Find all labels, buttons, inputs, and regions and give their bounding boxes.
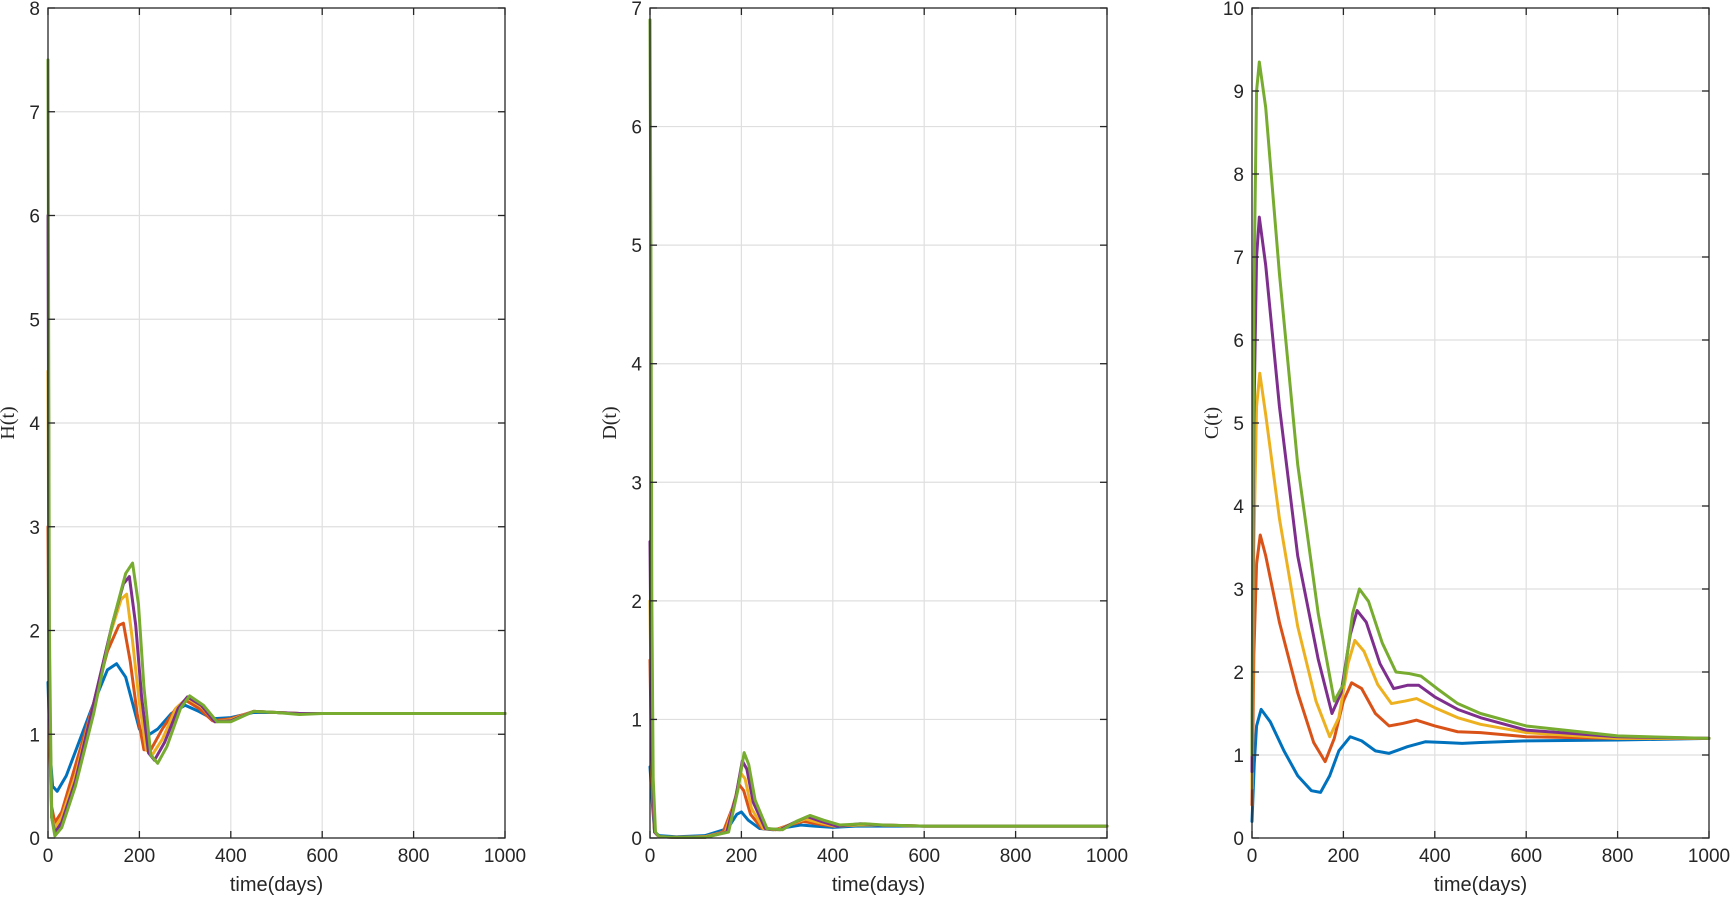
x-tick-label: 400 bbox=[215, 846, 247, 867]
tick-marks bbox=[649, 7, 1108, 839]
y-tick-label: 4 bbox=[1233, 497, 1244, 518]
y-tick-label: 5 bbox=[1233, 414, 1244, 435]
y-tick-labels: 0 1 2 3 4 5 6 7 bbox=[631, 0, 642, 850]
y-tick-label: 8 bbox=[1233, 165, 1244, 186]
y-tick-labels: 0 1 2 3 4 5 6 7 8 bbox=[29, 0, 40, 850]
y-tick-label: 2 bbox=[29, 622, 40, 643]
x-tick-label: 1000 bbox=[1688, 846, 1730, 867]
x-axis-label: time(days) bbox=[230, 874, 323, 896]
x-tick-label: 800 bbox=[1602, 846, 1634, 867]
series-line-4 bbox=[1250, 215, 1711, 774]
x-tick-label: 1000 bbox=[1086, 846, 1128, 867]
grid-lines bbox=[650, 8, 1107, 838]
y-tick-label: 1 bbox=[29, 725, 40, 746]
series-line-2 bbox=[1250, 533, 1711, 807]
x-tick-label: 400 bbox=[1419, 846, 1451, 867]
y-tick-label: 1 bbox=[631, 710, 642, 731]
x-tick-label: 600 bbox=[908, 846, 940, 867]
x-axis-label: time(days) bbox=[832, 874, 925, 896]
y-tick-label: 3 bbox=[29, 518, 40, 539]
axes-box bbox=[649, 7, 1108, 839]
x-tick-label: 0 bbox=[645, 846, 656, 867]
y-tick-label: 9 bbox=[1233, 82, 1244, 103]
y-axis-label: D(t) bbox=[599, 406, 621, 439]
panel-d: 0 200 400 600 800 1000 0 1 2 3 4 5 6 7 time(days) D(… bbox=[599, 0, 1128, 896]
y-tick-label: 0 bbox=[29, 829, 40, 850]
x-tick-label: 800 bbox=[398, 846, 430, 867]
series-line-5 bbox=[1250, 60, 1711, 757]
y-tick-label: 3 bbox=[1233, 580, 1244, 601]
series-line-3 bbox=[1250, 371, 1711, 790]
y-tick-label: 0 bbox=[1233, 829, 1244, 850]
plot-area bbox=[650, 8, 1107, 838]
x-tick-label: 600 bbox=[1510, 846, 1542, 867]
panel-h: 0 200 400 600 800 1000 0 1 2 3 4 5 6 7 8 time(days) H… bbox=[0, 0, 526, 896]
y-tick-label: 1 bbox=[1233, 746, 1244, 767]
x-axis-label: time(days) bbox=[1434, 874, 1527, 896]
y-axis-label: C(t) bbox=[1201, 407, 1223, 439]
tick-marks bbox=[47, 7, 506, 839]
x-tick-label: 400 bbox=[817, 846, 849, 867]
y-tick-label: 7 bbox=[1233, 248, 1244, 269]
series-lines bbox=[46, 58, 507, 838]
x-tick-label: 600 bbox=[306, 846, 338, 867]
series-line-5 bbox=[648, 18, 1109, 839]
y-tick-label: 6 bbox=[29, 207, 40, 228]
series-line-5 bbox=[46, 58, 507, 838]
x-tick-label: 1000 bbox=[484, 846, 526, 867]
x-tick-labels: 0 200 400 600 800 1000 bbox=[43, 846, 526, 867]
y-tick-label: 4 bbox=[29, 414, 40, 435]
x-tick-label: 200 bbox=[1328, 846, 1360, 867]
y-tick-label: 2 bbox=[631, 592, 642, 613]
y-tick-label: 8 bbox=[29, 0, 40, 20]
x-tick-labels: 0 200 400 600 800 1000 bbox=[1247, 846, 1730, 867]
y-tick-label: 5 bbox=[631, 236, 642, 257]
y-tick-label: 7 bbox=[631, 0, 642, 20]
x-tick-label: 200 bbox=[124, 846, 156, 867]
series-lines bbox=[1250, 60, 1711, 823]
y-tick-label: 0 bbox=[631, 829, 642, 850]
x-tick-label: 800 bbox=[1000, 846, 1032, 867]
series-line-1 bbox=[1250, 707, 1711, 823]
y-tick-label: 6 bbox=[1233, 331, 1244, 352]
y-tick-label: 7 bbox=[29, 103, 40, 124]
grid-lines bbox=[48, 8, 505, 838]
y-tick-label: 10 bbox=[1223, 0, 1244, 20]
panel-c: 0 200 400 600 800 1000 0 1 2 3 4 5 6 7 8 9 10 time(days… bbox=[1201, 0, 1730, 896]
y-tick-labels: 0 1 2 3 4 5 6 7 8 9 10 bbox=[1223, 0, 1245, 850]
y-tick-label: 4 bbox=[631, 355, 642, 376]
y-tick-label: 3 bbox=[631, 473, 642, 494]
x-tick-label: 0 bbox=[43, 846, 54, 867]
x-tick-label: 200 bbox=[726, 846, 758, 867]
x-tick-label: 0 bbox=[1247, 846, 1258, 867]
y-tick-label: 6 bbox=[631, 118, 642, 139]
tick-marks bbox=[1251, 7, 1710, 839]
y-tick-label: 5 bbox=[29, 310, 40, 331]
y-axis-label: H(t) bbox=[0, 406, 19, 439]
series-lines bbox=[648, 18, 1109, 839]
x-tick-labels: 0 200 400 600 800 1000 bbox=[645, 846, 1128, 867]
y-tick-label: 2 bbox=[1233, 663, 1244, 684]
